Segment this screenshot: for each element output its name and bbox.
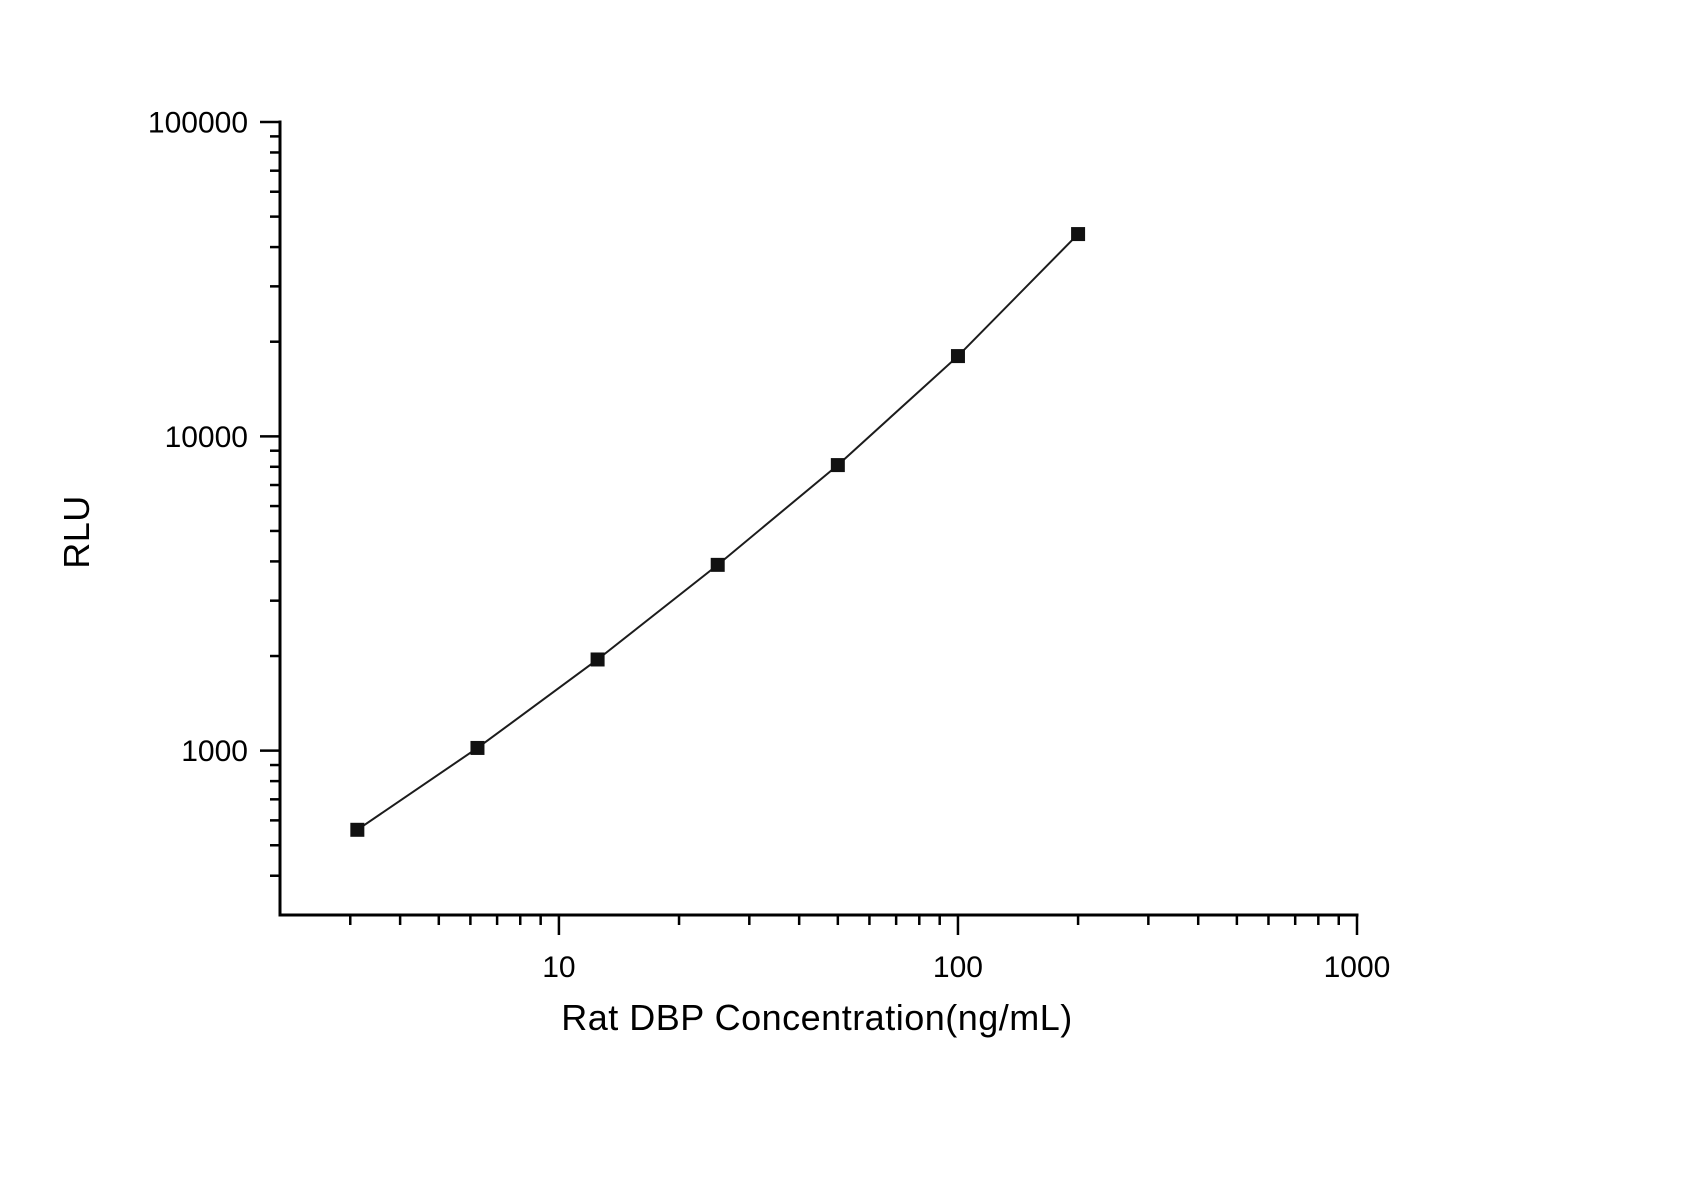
data-point-marker [1071,227,1086,242]
data-point-marker [590,652,605,667]
y-tick-label: 10000 [165,421,248,454]
data-point-marker [710,557,725,572]
data-point-marker [470,740,485,755]
data-point-marker [350,822,365,837]
y-tick-label: 1000 [181,735,248,768]
data-point-marker [830,458,845,473]
series-line [356,233,1079,831]
data-point-marker [950,349,965,364]
x-tick-label: 10 [542,951,575,984]
y-tick-label: 100000 [148,107,248,140]
x-tick-label: 100 [933,951,983,984]
y-axis-title: RLU [56,495,97,569]
x-axis-title: Rat DBP Concentration(ng/mL) [561,997,1073,1038]
x-tick-label: 1000 [1324,951,1391,984]
axis-spine [278,120,1359,917]
